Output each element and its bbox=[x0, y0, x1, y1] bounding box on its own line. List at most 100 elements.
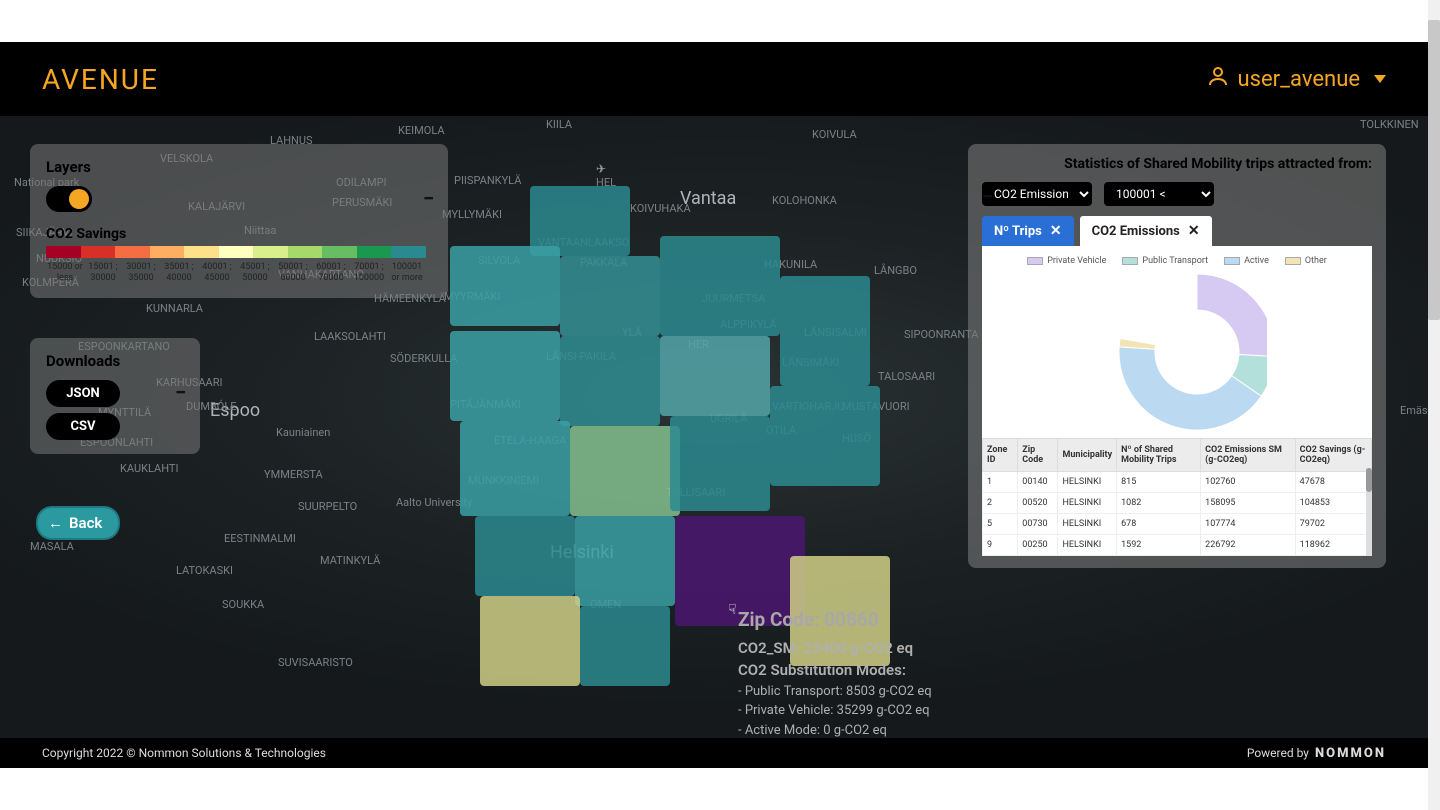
legend-swatch bbox=[288, 246, 323, 258]
legend-swatch bbox=[81, 246, 116, 258]
table-cell: 00140 bbox=[1018, 472, 1058, 493]
table-cell: 104853 bbox=[1295, 493, 1371, 514]
legend-swatch bbox=[253, 246, 288, 258]
map-area[interactable]: VantaaEspooHelsinkiKauniainenHELKEIMOLAK… bbox=[0, 116, 1428, 738]
back-button[interactable]: ← Back bbox=[36, 506, 120, 540]
legend-labels: 15000 or less15001 ; 3000030001 ; 350003… bbox=[46, 262, 426, 284]
tab-label: Nº Trips bbox=[994, 224, 1042, 239]
legend-item: Public Transport bbox=[1122, 256, 1208, 266]
map-label: KIILA bbox=[546, 118, 572, 131]
donut-chart bbox=[1087, 272, 1267, 432]
legend-label: 50001 ; 60000 bbox=[274, 262, 312, 284]
footer-nommon-logo: NOMMON bbox=[1315, 746, 1386, 761]
brand-logo: AVENUE bbox=[42, 63, 159, 96]
legend-label: Active bbox=[1244, 256, 1269, 266]
map-label: YMMERSTA bbox=[264, 468, 323, 481]
tooltip-modes-header: CO2 Substitution Modes: bbox=[738, 659, 932, 682]
choropleth-region[interactable] bbox=[560, 336, 660, 426]
legend-label: 100001 or more bbox=[388, 262, 426, 284]
user-menu[interactable]: user_avenue bbox=[1206, 64, 1386, 94]
table-cell: 47678 bbox=[1295, 472, 1371, 493]
footer-copyright: Copyright 2022 © Nommon Solutions & Tech… bbox=[42, 746, 326, 760]
stats-panel: Statistics of Shared Mobility trips attr… bbox=[968, 144, 1386, 568]
map-label: KUNNARLA bbox=[146, 302, 203, 315]
choropleth-region[interactable] bbox=[570, 426, 680, 516]
tooltip-mode-line: - Public Transport: 8503 g-CO2 eq bbox=[738, 682, 932, 702]
stats-table: Zone IDZip CodeMunicipalityNº of Shared … bbox=[982, 438, 1372, 556]
table-cell: HELSINKI bbox=[1058, 514, 1117, 535]
download-csv-button[interactable]: CSV bbox=[46, 413, 120, 440]
close-icon[interactable]: ✕ bbox=[1050, 223, 1062, 239]
legend-swatch bbox=[219, 246, 254, 258]
choropleth-region[interactable] bbox=[475, 516, 575, 596]
map-label: EESTINMALMI bbox=[224, 532, 296, 545]
legend-swatch bbox=[150, 246, 185, 258]
tab-co2-emissions[interactable]: CO2 Emissions ✕ bbox=[1080, 216, 1212, 246]
table-row[interactable]: 200520HELSINKI1082158095104853 bbox=[983, 493, 1372, 514]
collapse-icon[interactable]: − bbox=[175, 380, 186, 404]
collapse-icon[interactable]: − bbox=[982, 184, 993, 208]
table-cell: HELSINKI bbox=[1058, 493, 1117, 514]
choropleth-region[interactable] bbox=[480, 596, 580, 686]
choropleth-region[interactable] bbox=[560, 256, 660, 336]
collapse-icon[interactable]: − bbox=[423, 186, 434, 210]
legend-label: Other bbox=[1305, 256, 1327, 266]
choropleth-region[interactable] bbox=[660, 236, 780, 336]
choropleth-region[interactable] bbox=[575, 516, 675, 606]
username: user_avenue bbox=[1238, 67, 1360, 92]
legend-swatch bbox=[322, 246, 357, 258]
table-header: Zone ID bbox=[983, 439, 1018, 472]
map-tooltip: Zip Code: 00860 CO2_SM: 23400 g-CO2 eq C… bbox=[738, 606, 932, 738]
tooltip-title: Zip Code: 00860 bbox=[738, 606, 932, 635]
choropleth-region[interactable] bbox=[580, 606, 670, 686]
table-cell: 00520 bbox=[1018, 493, 1058, 514]
table-row[interactable]: 100140HELSINKI81510276047678 bbox=[983, 472, 1372, 493]
legend-swatch bbox=[1122, 257, 1138, 265]
donut-legend: Private Vehicle Public Transport Active Oth… bbox=[992, 256, 1362, 266]
close-icon[interactable]: ✕ bbox=[1188, 223, 1200, 239]
map-label: KAUKLAHTI bbox=[120, 462, 178, 475]
arrow-left-icon: ← bbox=[48, 514, 63, 532]
legend-label: 40001 ; 45000 bbox=[198, 262, 236, 284]
legend-item: Private Vehicle bbox=[1027, 256, 1106, 266]
table-scrollbar[interactable] bbox=[1366, 468, 1372, 556]
choropleth-region[interactable] bbox=[450, 331, 560, 421]
table-row[interactable]: 500730HELSINKI67810777479702 bbox=[983, 514, 1372, 535]
table-row[interactable]: 900250HELSINKI1592226792118962 bbox=[983, 535, 1372, 556]
table-cell: HELSINKI bbox=[1058, 535, 1117, 556]
choropleth-region[interactable] bbox=[460, 421, 570, 516]
table-header: Nº of Shared Mobility Trips bbox=[1117, 439, 1201, 472]
stats-title: Statistics of Shared Mobility trips attr… bbox=[982, 156, 1372, 172]
choropleth-region[interactable] bbox=[450, 246, 560, 326]
legend-swatch bbox=[115, 246, 150, 258]
choropleth-region[interactable] bbox=[660, 336, 770, 416]
choropleth-region[interactable] bbox=[670, 416, 770, 511]
table-header: CO2 Emissions SM (g-CO2eq) bbox=[1201, 439, 1296, 472]
topbar: AVENUE user_avenue bbox=[0, 42, 1428, 116]
tab-label: CO2 Emissions bbox=[1092, 224, 1180, 239]
table-cell: 1592 bbox=[1117, 535, 1201, 556]
donut-slice bbox=[1197, 274, 1267, 357]
download-json-button[interactable]: JSON bbox=[46, 380, 120, 407]
legend-swatch bbox=[1285, 257, 1301, 265]
legend-label: Private Vehicle bbox=[1047, 256, 1106, 266]
legend-label: 70001 ; 100000 bbox=[350, 262, 388, 284]
legend-swatch bbox=[46, 246, 81, 258]
tab-n-trips[interactable]: Nº Trips ✕ bbox=[982, 216, 1074, 246]
tooltip-mode-line: - Active Mode: 0 g-CO2 eq bbox=[738, 721, 932, 739]
legend-label: 45001 ; 50000 bbox=[236, 262, 274, 284]
layers-panel: Layers − CO2 Savings 15000 or less15001 … bbox=[30, 144, 448, 298]
legend-label: 35001 ; 40000 bbox=[160, 262, 198, 284]
layer-toggle[interactable] bbox=[46, 186, 92, 212]
legend-item: Active bbox=[1224, 256, 1269, 266]
legend-label: 15000 or less bbox=[46, 262, 84, 284]
choropleth-region[interactable] bbox=[780, 276, 870, 386]
stats-select-threshold[interactable]: 100001 < bbox=[1104, 182, 1214, 206]
choropleth-region[interactable] bbox=[770, 386, 880, 486]
table-header: Municipality bbox=[1058, 439, 1117, 472]
browser-scrollbar[interactable] bbox=[1428, 0, 1440, 810]
stats-select-metric[interactable]: CO2 Emissions SM bbox=[982, 182, 1092, 206]
table-cell: 102760 bbox=[1201, 472, 1296, 493]
table-header: Zip Code bbox=[1018, 439, 1058, 472]
map-label: SUVISAARISTO bbox=[278, 656, 353, 669]
